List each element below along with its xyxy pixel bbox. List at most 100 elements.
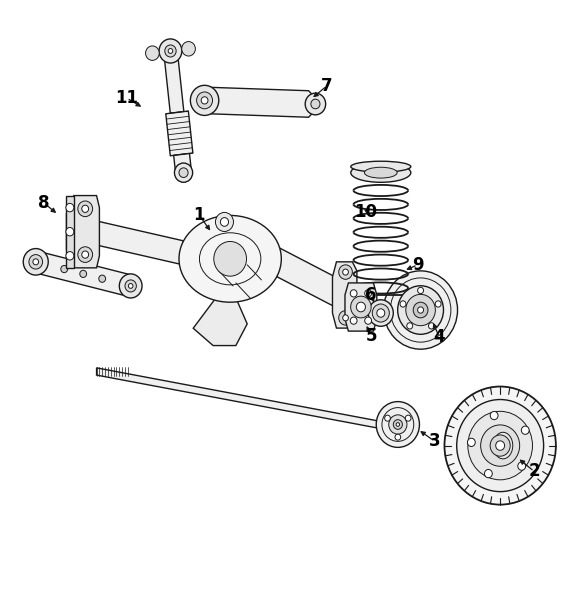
Circle shape xyxy=(376,402,420,447)
Circle shape xyxy=(518,462,526,470)
Circle shape xyxy=(311,99,320,109)
Circle shape xyxy=(339,265,352,279)
Circle shape xyxy=(119,274,142,298)
Text: 4: 4 xyxy=(433,328,445,346)
Text: 5: 5 xyxy=(366,327,377,345)
Circle shape xyxy=(215,212,234,232)
Circle shape xyxy=(201,97,208,104)
Text: 10: 10 xyxy=(354,204,377,221)
Circle shape xyxy=(406,294,435,326)
Circle shape xyxy=(398,286,444,334)
Text: 7: 7 xyxy=(321,77,332,95)
Circle shape xyxy=(78,247,92,263)
Circle shape xyxy=(373,304,389,322)
Circle shape xyxy=(364,317,371,324)
Polygon shape xyxy=(332,262,357,328)
Circle shape xyxy=(418,307,424,313)
Circle shape xyxy=(61,266,68,272)
Circle shape xyxy=(305,93,325,115)
Circle shape xyxy=(428,323,435,329)
Circle shape xyxy=(350,317,357,324)
Circle shape xyxy=(418,288,424,294)
Circle shape xyxy=(467,438,475,446)
Circle shape xyxy=(174,163,193,182)
Ellipse shape xyxy=(351,161,411,172)
Circle shape xyxy=(350,290,357,297)
Circle shape xyxy=(444,387,556,505)
Circle shape xyxy=(395,434,401,440)
Circle shape xyxy=(125,280,137,292)
Circle shape xyxy=(80,271,87,277)
Circle shape xyxy=(191,85,219,116)
Polygon shape xyxy=(277,247,341,310)
Polygon shape xyxy=(67,196,74,268)
Circle shape xyxy=(400,301,406,307)
Circle shape xyxy=(468,412,533,480)
Text: 3: 3 xyxy=(429,432,441,451)
Circle shape xyxy=(490,435,510,456)
Circle shape xyxy=(339,311,352,325)
Polygon shape xyxy=(193,298,247,345)
Circle shape xyxy=(389,415,407,434)
Text: 2: 2 xyxy=(529,463,540,480)
Circle shape xyxy=(343,315,348,321)
Circle shape xyxy=(99,275,106,282)
Circle shape xyxy=(165,45,176,57)
Circle shape xyxy=(496,441,505,451)
Circle shape xyxy=(457,399,544,492)
Circle shape xyxy=(146,46,159,60)
Circle shape xyxy=(364,290,371,297)
Circle shape xyxy=(159,39,182,63)
Text: 6: 6 xyxy=(366,286,377,304)
Circle shape xyxy=(66,252,74,260)
Circle shape xyxy=(385,415,390,421)
Circle shape xyxy=(168,49,173,54)
Circle shape xyxy=(66,204,74,212)
Circle shape xyxy=(78,201,92,216)
Circle shape xyxy=(405,415,411,421)
Text: 1: 1 xyxy=(193,206,205,224)
Circle shape xyxy=(66,227,74,236)
Circle shape xyxy=(413,302,428,318)
Polygon shape xyxy=(164,50,184,113)
Circle shape xyxy=(129,283,133,288)
Circle shape xyxy=(197,92,212,109)
Circle shape xyxy=(82,205,88,212)
Ellipse shape xyxy=(364,167,397,178)
Ellipse shape xyxy=(351,163,411,182)
Circle shape xyxy=(179,168,188,178)
Circle shape xyxy=(182,41,195,56)
Circle shape xyxy=(29,255,42,269)
Polygon shape xyxy=(166,111,193,156)
Circle shape xyxy=(521,426,529,434)
Circle shape xyxy=(214,241,246,276)
Circle shape xyxy=(396,423,400,426)
Text: 9: 9 xyxy=(412,256,424,274)
Circle shape xyxy=(393,420,402,429)
Polygon shape xyxy=(345,283,377,331)
Polygon shape xyxy=(67,196,99,268)
Text: 11: 11 xyxy=(115,89,138,107)
Circle shape xyxy=(484,469,492,478)
Circle shape xyxy=(490,412,498,420)
Circle shape xyxy=(23,249,48,275)
Polygon shape xyxy=(201,87,321,117)
Text: 8: 8 xyxy=(38,194,49,212)
Polygon shape xyxy=(91,219,183,265)
Polygon shape xyxy=(174,153,192,174)
Circle shape xyxy=(356,302,366,312)
Circle shape xyxy=(407,323,413,329)
Polygon shape xyxy=(33,251,133,297)
Circle shape xyxy=(220,218,228,226)
Ellipse shape xyxy=(179,215,281,302)
Circle shape xyxy=(351,296,371,318)
Circle shape xyxy=(377,309,385,317)
Circle shape xyxy=(33,259,38,265)
Circle shape xyxy=(369,300,393,326)
Circle shape xyxy=(435,301,441,307)
Ellipse shape xyxy=(493,432,513,459)
Circle shape xyxy=(343,269,348,275)
Polygon shape xyxy=(96,368,378,428)
Circle shape xyxy=(480,425,519,466)
Circle shape xyxy=(82,251,88,258)
